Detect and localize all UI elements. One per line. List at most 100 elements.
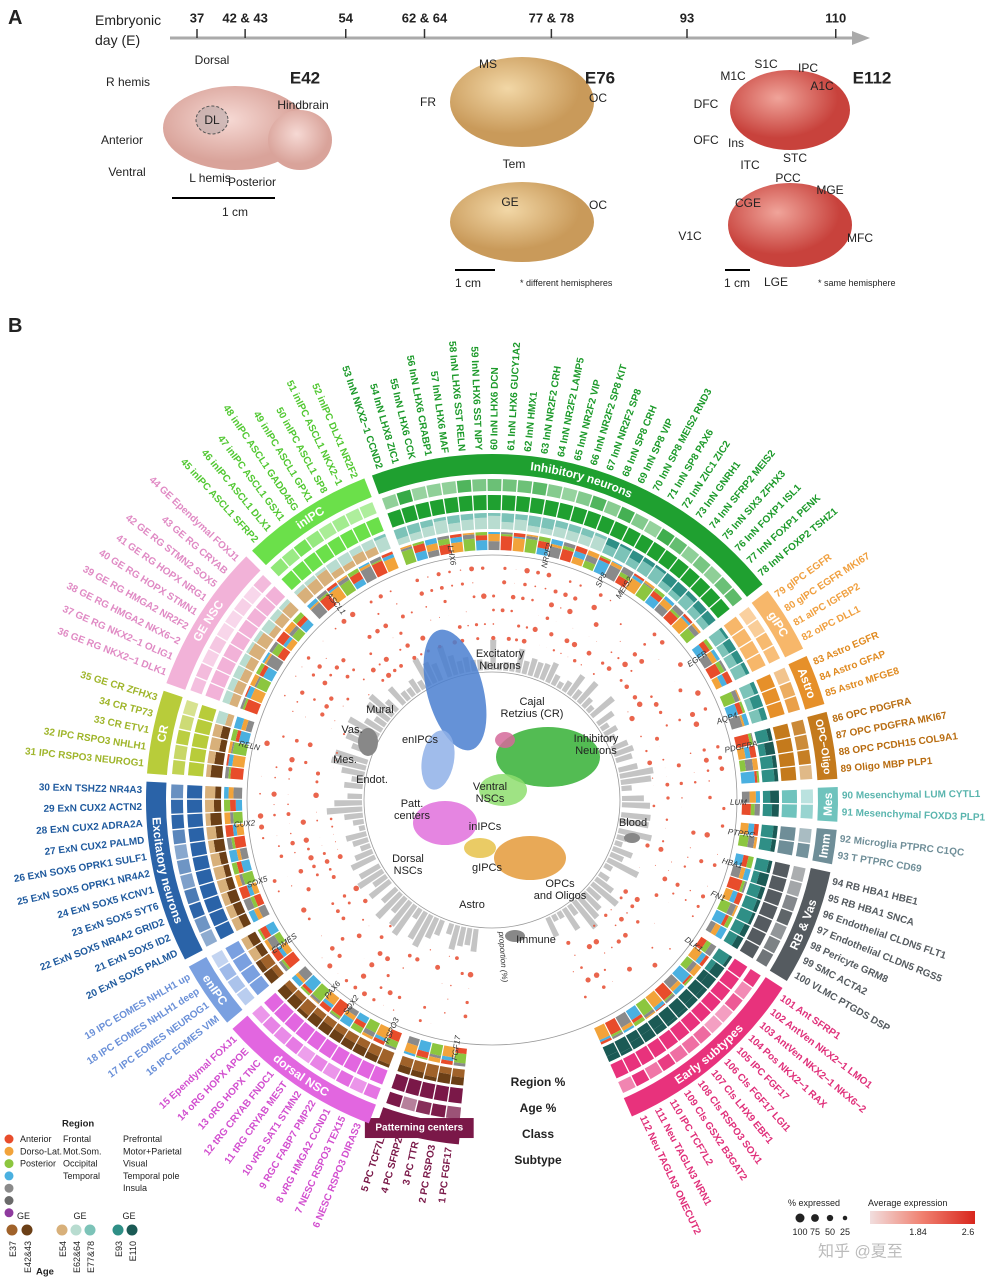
expression-dot: [521, 596, 525, 601]
age-segment: [340, 1037, 356, 1051]
age-segment: [216, 878, 230, 894]
expression-dot: [342, 894, 347, 898]
region-segment: [754, 803, 760, 816]
proportion-bar: [606, 733, 617, 743]
subtype-cell: [253, 575, 272, 594]
expression-dot: [333, 833, 334, 835]
expression-dot: [360, 973, 367, 979]
age-segment: [317, 1020, 334, 1036]
class-cell: [216, 656, 236, 676]
region-segment: [610, 1029, 623, 1038]
subtype-cell: [487, 479, 502, 492]
age-segment: [501, 513, 515, 523]
region-segment: [239, 847, 249, 860]
expression-dot: [708, 780, 710, 782]
expression-dot: [616, 939, 621, 944]
umap-label: gIPCs: [472, 862, 502, 874]
subtype-cell: [657, 1053, 676, 1072]
region-segment: [235, 799, 243, 811]
proportion-bar: [350, 854, 377, 871]
expression-dot: [315, 780, 319, 784]
age-segment: [396, 535, 411, 546]
proportion-bar: [334, 749, 369, 765]
anatomy-label: L hemis: [189, 171, 231, 185]
expression-dot: [288, 778, 290, 780]
age-segment: [625, 557, 640, 571]
expression-dot: [696, 904, 700, 908]
expression-dot: [506, 636, 511, 641]
expression-dot: [678, 718, 681, 722]
class-cell: [306, 1030, 327, 1051]
age-segment: [278, 598, 291, 611]
panel-letter: B: [8, 315, 22, 337]
class-cell: [727, 958, 748, 978]
age-segment: [692, 600, 707, 615]
class-cell: [199, 882, 218, 900]
class-cell: [265, 586, 286, 606]
age-segment: [740, 662, 750, 676]
proportion-bar: [615, 752, 633, 764]
gene-label: LHX6: [446, 545, 458, 567]
region-segment: [453, 1052, 467, 1064]
expression-dot: [292, 710, 294, 712]
subtype-cell: [188, 901, 205, 919]
expression-dot: [284, 694, 286, 697]
expression-dot: [435, 964, 441, 970]
age-segment: [750, 870, 760, 884]
timeline-tick-label: 54: [339, 11, 354, 26]
legend-label: E77&78: [86, 1241, 96, 1273]
age-segment: [364, 546, 379, 559]
age-segment: [514, 519, 528, 532]
expression-dot: [718, 755, 723, 760]
class-cell: [780, 766, 797, 782]
expression-dot: [430, 589, 434, 592]
region-segment: [726, 876, 743, 892]
subtype-cell: [281, 548, 301, 567]
expression-dot: [702, 748, 706, 752]
region-segment: [455, 1047, 467, 1055]
age-segment: [678, 988, 694, 1005]
age-segment: [743, 698, 754, 712]
proportion-bar: [368, 693, 395, 718]
class-band: [812, 828, 837, 865]
region-segment: [400, 544, 412, 550]
subtype-cell: [693, 1025, 712, 1044]
expression-dot: [632, 652, 638, 657]
region-segment: [721, 671, 733, 685]
region-segment: [728, 715, 743, 730]
age-segment: [344, 1030, 360, 1044]
expression-dot: [276, 835, 278, 837]
class-cell: [610, 1059, 629, 1079]
age-segment: [220, 892, 232, 907]
region-segment: [233, 716, 245, 730]
expression-dot: [634, 896, 640, 902]
expression-dot: [282, 735, 285, 738]
expression-dot: [336, 751, 338, 754]
region-segment: [746, 855, 754, 869]
region-segment: [683, 975, 694, 986]
region-segment: [302, 983, 313, 995]
region-segment: [655, 1003, 666, 1012]
expression-dot: [627, 711, 629, 713]
expression-dot: [350, 611, 356, 618]
region-segment: [224, 786, 229, 799]
legend-swatch: [4, 1146, 14, 1156]
expression-dot: [467, 624, 469, 627]
subtype-cell: [472, 479, 487, 492]
expression-dot: [699, 859, 704, 864]
expression-dot: [491, 635, 496, 641]
age-segment: [433, 516, 447, 523]
age-segment: [712, 948, 730, 966]
expression-dot: [383, 623, 389, 629]
expression-dot: [303, 837, 309, 843]
subtype-cell: [532, 481, 548, 496]
expression-dot: [717, 853, 718, 855]
expression-dot: [337, 953, 342, 959]
age-segment: [580, 527, 595, 539]
age-segment: [209, 737, 222, 752]
region-segment: [687, 946, 703, 962]
subtype-cell: [800, 789, 813, 804]
age-segment: [748, 709, 762, 724]
class-cell: [187, 785, 203, 799]
region-segment: [331, 998, 350, 1017]
